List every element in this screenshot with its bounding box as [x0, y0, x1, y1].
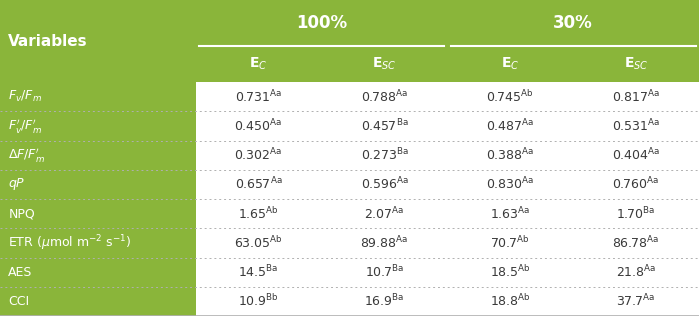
Text: 89.88$^{\mathregular{Aa}}$: 89.88$^{\mathregular{Aa}}$: [361, 234, 408, 251]
Text: 0.450$^{\mathregular{Aa}}$: 0.450$^{\mathregular{Aa}}$: [234, 118, 283, 134]
Text: 0.817$^{\mathregular{Aa}}$: 0.817$^{\mathregular{Aa}}$: [612, 88, 660, 105]
Text: 70.7$^{\mathregular{Ab}}$: 70.7$^{\mathregular{Ab}}$: [490, 235, 531, 251]
Text: $\mathregular{E}_{C}$: $\mathregular{E}_{C}$: [501, 56, 519, 72]
Text: 0.596$^{\mathregular{Aa}}$: 0.596$^{\mathregular{Aa}}$: [361, 176, 408, 193]
Text: 30%: 30%: [554, 14, 593, 32]
Text: 0.788$^{\mathregular{Aa}}$: 0.788$^{\mathregular{Aa}}$: [361, 88, 408, 105]
Text: CCI: CCI: [8, 295, 29, 308]
Text: 0.487$^{\mathregular{Aa}}$: 0.487$^{\mathregular{Aa}}$: [486, 118, 535, 134]
Text: $\mathit{F}_\mathit{v}/\mathit{F}_\mathit{m}$: $\mathit{F}_\mathit{v}/\mathit{F}_\mathi…: [8, 89, 43, 104]
Text: $\mathregular{E}_{SC}$: $\mathregular{E}_{SC}$: [372, 56, 397, 72]
Text: 10.9$^{\mathregular{Bb}}$: 10.9$^{\mathregular{Bb}}$: [238, 294, 279, 309]
Bar: [0, 82, 196, 316]
Text: 2.07$^{\mathregular{Aa}}$: 2.07$^{\mathregular{Aa}}$: [364, 205, 405, 222]
Text: AES: AES: [8, 266, 33, 279]
Text: 37.7$^{\mathregular{Aa}}$: 37.7$^{\mathregular{Aa}}$: [617, 293, 656, 310]
Text: 0.760$^{\mathregular{Aa}}$: 0.760$^{\mathregular{Aa}}$: [612, 176, 660, 193]
Text: $\mathit{qP}$: $\mathit{qP}$: [8, 176, 26, 192]
Text: 18.8$^{\mathregular{Ab}}$: 18.8$^{\mathregular{Ab}}$: [490, 294, 531, 309]
Text: 14.5$^{\mathregular{Ba}}$: 14.5$^{\mathregular{Ba}}$: [238, 264, 279, 281]
Text: 16.9$^{\mathregular{Ba}}$: 16.9$^{\mathregular{Ba}}$: [364, 293, 405, 310]
Text: Variables: Variables: [8, 33, 88, 49]
Text: 0.388$^{\mathregular{Aa}}$: 0.388$^{\mathregular{Aa}}$: [486, 147, 535, 164]
Text: 0.657$^{\mathregular{Aa}}$: 0.657$^{\mathregular{Aa}}$: [235, 176, 282, 193]
Text: 0.731$^{\mathregular{Aa}}$: 0.731$^{\mathregular{Aa}}$: [235, 88, 282, 105]
Text: 0.830$^{\mathregular{Aa}}$: 0.830$^{\mathregular{Aa}}$: [487, 176, 534, 193]
Text: $\mathit{F}_\mathit{v}'/\mathit{F}_\mathit{m}'$: $\mathit{F}_\mathit{v}'/\mathit{F}_\math…: [8, 117, 43, 135]
Text: 1.70$^{\mathregular{Ba}}$: 1.70$^{\mathregular{Ba}}$: [617, 205, 656, 222]
Text: 0.273$^{\mathregular{Ba}}$: 0.273$^{\mathregular{Ba}}$: [361, 147, 408, 164]
Text: 1.65$^{\mathregular{Ab}}$: 1.65$^{\mathregular{Ab}}$: [238, 206, 279, 222]
Text: 0.302$^{\mathregular{Aa}}$: 0.302$^{\mathregular{Aa}}$: [234, 147, 283, 164]
Text: 21.8$^{\mathregular{Aa}}$: 21.8$^{\mathregular{Aa}}$: [616, 264, 656, 281]
Text: 63.05$^{\mathregular{Ab}}$: 63.05$^{\mathregular{Ab}}$: [234, 235, 283, 251]
Text: $\Delta\mathit{F}/\mathit{F}_\mathit{m}'$: $\Delta\mathit{F}/\mathit{F}_\mathit{m}'…: [8, 146, 45, 164]
Text: $\mathregular{E}_{SC}$: $\mathregular{E}_{SC}$: [624, 56, 649, 72]
Text: 0.745$^{\mathregular{Ab}}$: 0.745$^{\mathregular{Ab}}$: [487, 89, 534, 105]
Bar: [196, 82, 699, 316]
Text: 0.404$^{\mathregular{Aa}}$: 0.404$^{\mathregular{Aa}}$: [612, 147, 661, 164]
Text: 86.78$^{\mathregular{Aa}}$: 86.78$^{\mathregular{Aa}}$: [612, 234, 660, 251]
Text: NPQ: NPQ: [8, 207, 35, 220]
Bar: [0, 0, 699, 82]
Text: 0.531$^{\mathregular{Aa}}$: 0.531$^{\mathregular{Aa}}$: [612, 118, 661, 134]
Text: 18.5$^{\mathregular{Ab}}$: 18.5$^{\mathregular{Ab}}$: [490, 264, 531, 280]
Text: 1.63$^{\mathregular{Aa}}$: 1.63$^{\mathregular{Aa}}$: [490, 205, 531, 222]
Text: 100%: 100%: [296, 14, 347, 32]
Text: 10.7$^{\mathregular{Ba}}$: 10.7$^{\mathregular{Ba}}$: [365, 264, 404, 281]
Text: 0.457$^{\mathregular{Ba}}$: 0.457$^{\mathregular{Ba}}$: [361, 118, 408, 134]
Text: ETR ($\mu$mol m$^{-2}$ s$^{-1}$): ETR ($\mu$mol m$^{-2}$ s$^{-1}$): [8, 233, 132, 253]
Text: $\mathregular{E}_{C}$: $\mathregular{E}_{C}$: [250, 56, 268, 72]
